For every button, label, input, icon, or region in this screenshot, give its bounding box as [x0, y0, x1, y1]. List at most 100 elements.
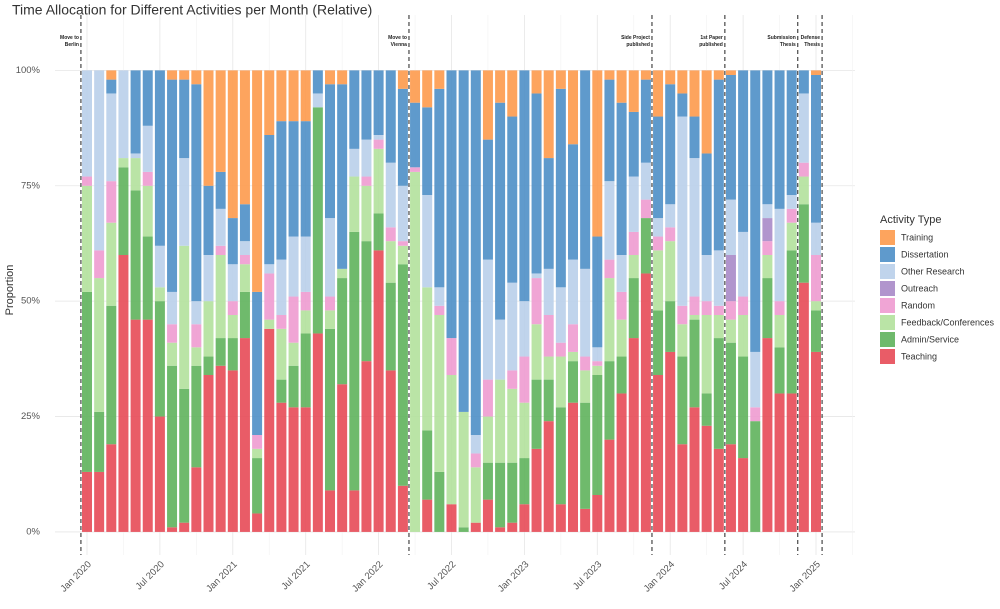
bar-segment — [361, 176, 372, 186]
bar-segment — [458, 411, 469, 528]
bar-segment — [604, 439, 615, 532]
bar-segment — [665, 301, 676, 352]
bar-segment — [495, 379, 506, 463]
bar-segment — [215, 255, 226, 339]
bar-segment — [349, 231, 360, 491]
bar-segment — [397, 185, 408, 242]
bar-segment — [811, 70, 821, 75]
bar-segment — [446, 504, 457, 532]
x-tick-label: Jul 2022 — [425, 559, 458, 592]
bar-segment — [179, 158, 190, 246]
bar-segment — [519, 301, 530, 357]
bar-segment — [677, 305, 688, 325]
bar-segment — [798, 176, 809, 205]
bar-segment — [592, 375, 603, 495]
bar-segment — [397, 264, 408, 486]
bar-segment — [701, 70, 712, 154]
bar-segment — [762, 204, 773, 219]
legend-swatch — [880, 281, 895, 296]
bar-segment — [604, 79, 615, 182]
bar-segment — [507, 70, 518, 117]
bar-segment — [580, 356, 591, 371]
bar-segment — [252, 291, 263, 435]
bar-segment — [312, 107, 323, 334]
bar-segment — [167, 365, 178, 528]
bar-segment — [762, 338, 773, 532]
y-tick-label: 100% — [16, 65, 41, 76]
bar-segment — [325, 296, 335, 311]
bar-segment — [774, 208, 785, 302]
bar-segment — [397, 70, 408, 89]
bar-segment — [750, 421, 761, 532]
bar-segment — [519, 504, 530, 532]
legend-swatch — [880, 332, 895, 347]
bars — [82, 70, 821, 532]
bar-segment — [653, 218, 664, 237]
bar-segment — [118, 167, 129, 255]
bar-segment — [337, 84, 348, 269]
bar-segment — [94, 471, 105, 532]
bar-segment — [555, 356, 566, 408]
bar-segment — [239, 241, 250, 255]
bar-segment — [482, 499, 493, 532]
bar-segment — [616, 291, 627, 320]
bar-segment — [94, 250, 105, 279]
bar-segment — [325, 84, 335, 219]
bar-segment — [373, 139, 384, 149]
bar-segment — [628, 338, 639, 532]
bar-segment — [677, 116, 688, 306]
bar-segment — [786, 208, 797, 223]
x-tick-label: Jan 2021 — [204, 559, 239, 594]
event-label: Side Project published — [621, 35, 650, 48]
bar-segment — [798, 282, 809, 532]
bar-segment — [385, 241, 396, 283]
bar-segment — [142, 70, 153, 126]
bar-segment — [713, 70, 724, 80]
bar-segment — [604, 259, 615, 279]
bar-segment — [689, 116, 700, 159]
bar-segment — [677, 93, 688, 117]
legend-label: Admin/Service — [901, 334, 959, 344]
bar-segment — [154, 301, 165, 417]
bar-segment — [227, 370, 238, 532]
bar-segment — [495, 527, 506, 532]
bar-segment — [130, 70, 141, 154]
bar-segment — [713, 250, 724, 306]
bar-segment — [798, 93, 809, 163]
bar-segment — [106, 79, 117, 94]
bar-segment — [543, 268, 554, 315]
legend-swatch — [880, 349, 895, 364]
bar-segment — [689, 158, 700, 297]
bar-segment — [191, 70, 202, 85]
bar-segment — [604, 70, 615, 80]
bar-segment — [750, 351, 761, 408]
bar-segment — [507, 370, 518, 389]
bar-segment — [519, 458, 530, 505]
bar-segment — [434, 315, 445, 472]
bar-segment — [288, 236, 299, 297]
bar-segment — [422, 287, 433, 431]
bar-segment — [470, 453, 481, 468]
bar-segment — [519, 356, 530, 403]
bar-segment — [774, 315, 785, 348]
bar-segment — [397, 245, 408, 265]
bar-segment — [713, 338, 724, 449]
bar-segment — [738, 356, 749, 459]
bar-segment — [628, 278, 639, 339]
bar-segment — [373, 148, 384, 214]
bar-segment — [653, 310, 664, 375]
bar-segment — [665, 204, 676, 228]
bar-segment — [774, 70, 785, 209]
bar-segment — [361, 361, 372, 532]
bar-segment — [325, 310, 335, 329]
x-tick-label: Jul 2023 — [571, 559, 604, 592]
bar-segment — [118, 158, 129, 168]
bar-segment — [227, 315, 238, 339]
bar-segment — [689, 315, 700, 320]
bar-segment — [264, 328, 275, 532]
y-tick-label: 75% — [21, 180, 41, 191]
bar-segment — [701, 301, 712, 315]
bar-segment — [738, 231, 749, 297]
bar-segment — [762, 255, 773, 279]
event-label: Defense Thesis — [801, 35, 821, 48]
